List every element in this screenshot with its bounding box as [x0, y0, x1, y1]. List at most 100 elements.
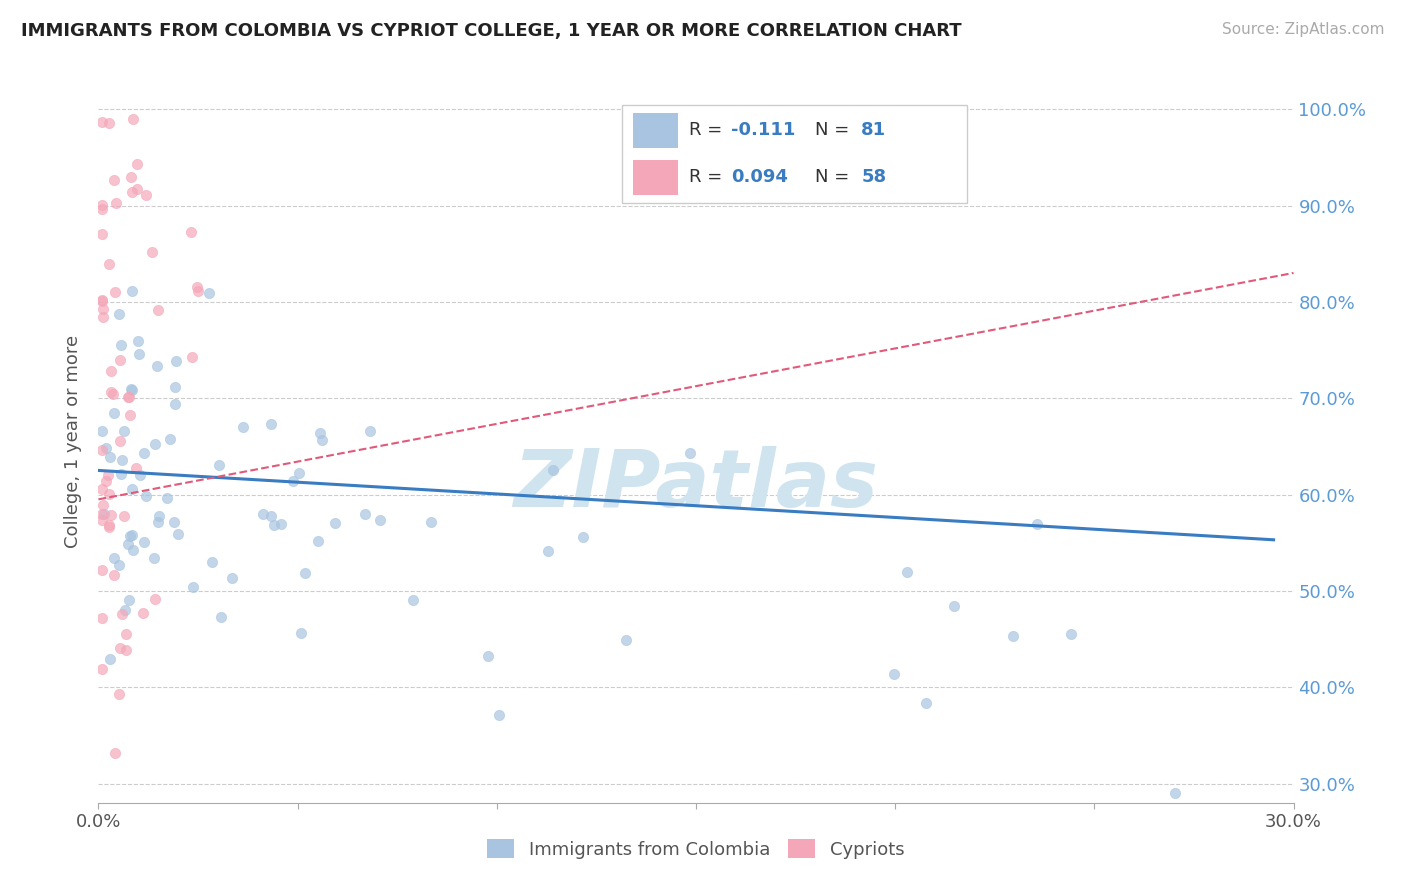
Point [127, 156, 149, 170]
Point [127, 182, 149, 196]
Point [221, 571, 243, 585]
Point [132, 446, 155, 460]
Point [91, 301, 114, 316]
Point [165, 397, 187, 411]
Point [141, 244, 163, 259]
Text: Source: ZipAtlas.com: Source: ZipAtlas.com [1222, 22, 1385, 37]
Point [117, 537, 139, 551]
Point [91, 425, 114, 439]
Point [117, 390, 139, 404]
Point [121, 112, 143, 127]
Point [311, 433, 333, 447]
Point [91, 293, 114, 308]
Point [208, 458, 231, 472]
Point [135, 187, 157, 202]
Point [883, 666, 905, 681]
Point [91, 563, 114, 577]
Point [290, 625, 312, 640]
Point [91, 310, 114, 325]
Point [129, 467, 152, 482]
Point [132, 606, 155, 620]
Point [287, 466, 309, 480]
Point [91, 482, 114, 496]
Point [114, 643, 136, 657]
Point [180, 350, 202, 364]
Point [180, 226, 202, 240]
Point [110, 467, 132, 482]
Point [121, 384, 143, 398]
Text: 58: 58 [860, 169, 886, 186]
Point [103, 567, 125, 582]
Point [97, 116, 120, 130]
Point [118, 593, 141, 607]
Point [111, 453, 134, 467]
Point [103, 406, 125, 420]
Point [614, 632, 637, 647]
Point [104, 746, 127, 760]
Point [127, 334, 149, 348]
Point [163, 379, 186, 393]
Point [100, 508, 122, 522]
Point [94, 475, 117, 489]
Point [1001, 629, 1024, 643]
Legend: Immigrants from Colombia, Cypriots: Immigrants from Colombia, Cypriots [481, 832, 911, 866]
Point [91, 508, 114, 522]
Point [1025, 517, 1047, 532]
Text: ZIPatlas: ZIPatlas [513, 446, 879, 524]
Point [943, 599, 966, 614]
Point [93, 507, 115, 521]
Point [100, 384, 122, 399]
Point [103, 550, 125, 565]
Point [98, 517, 121, 532]
Point [156, 491, 179, 505]
Point [260, 417, 283, 431]
FancyBboxPatch shape [621, 104, 967, 203]
Point [94, 441, 117, 455]
Point [121, 528, 143, 542]
Point [91, 662, 114, 676]
Point [121, 284, 143, 298]
Point [118, 390, 141, 404]
Point [572, 530, 595, 544]
Point [232, 420, 254, 434]
Point [132, 535, 155, 549]
Point [120, 382, 142, 396]
Point [537, 543, 560, 558]
Point [167, 527, 190, 541]
Point [91, 442, 114, 457]
Point [1060, 627, 1083, 641]
Y-axis label: College, 1 year or more: College, 1 year or more [65, 335, 83, 548]
Point [114, 603, 136, 617]
Point [359, 425, 381, 439]
Point [263, 518, 285, 533]
Point [112, 509, 135, 524]
Point [252, 508, 274, 522]
Point [124, 461, 146, 475]
Point [100, 364, 122, 378]
Point [270, 516, 292, 531]
Point [120, 169, 142, 184]
Point [97, 468, 120, 483]
Point [402, 593, 425, 607]
Point [260, 508, 283, 523]
Point [98, 487, 121, 501]
Point [112, 424, 135, 438]
Point [200, 555, 222, 569]
Point [108, 558, 131, 573]
Point [146, 516, 169, 530]
Point [121, 185, 143, 199]
Point [91, 611, 114, 625]
Point [294, 566, 316, 580]
Point [148, 508, 170, 523]
Text: 0.094: 0.094 [731, 169, 787, 186]
Point [419, 515, 441, 529]
Point [181, 580, 204, 594]
Text: 81: 81 [860, 121, 886, 139]
Point [1164, 786, 1187, 800]
Text: R =: R = [689, 169, 728, 186]
Point [354, 507, 377, 521]
Point [488, 707, 510, 722]
Point [368, 514, 391, 528]
Point [91, 115, 114, 129]
Point [107, 308, 129, 322]
